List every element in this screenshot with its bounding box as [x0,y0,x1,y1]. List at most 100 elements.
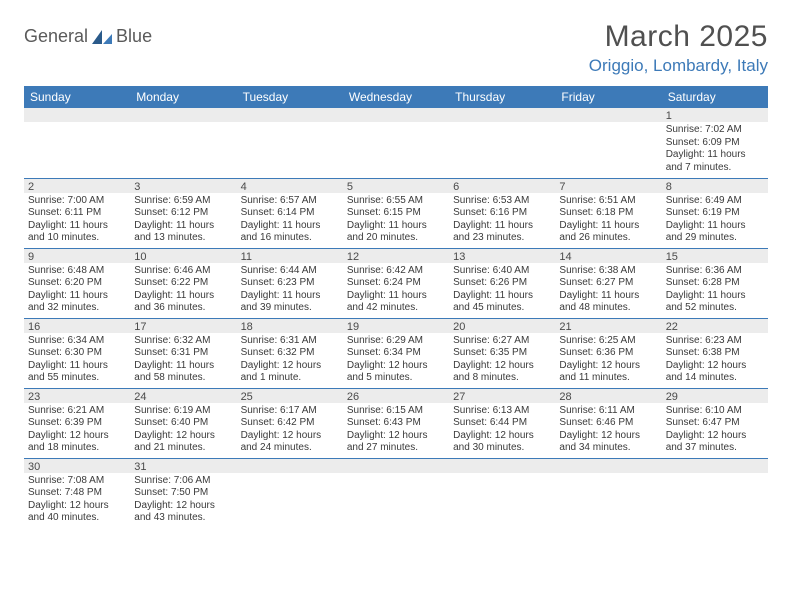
calendar-day-cell: 18Sunrise: 6:31 AMSunset: 6:32 PMDayligh… [237,318,343,388]
calendar-empty-cell [555,458,661,528]
sun-info: Sunrise: 6:36 AMSunset: 6:28 PMDaylight:… [662,263,768,318]
day-number: 3 [130,179,236,193]
day-number: 23 [24,389,130,403]
day-number: 25 [237,389,343,403]
day-number: 17 [130,319,236,333]
calendar-week-row: 23Sunrise: 6:21 AMSunset: 6:39 PMDayligh… [24,388,768,458]
day-number: 9 [24,249,130,263]
day-number: 16 [24,319,130,333]
sun-info: Sunrise: 6:25 AMSunset: 6:36 PMDaylight:… [555,333,661,388]
calendar-day-cell: 11Sunrise: 6:44 AMSunset: 6:23 PMDayligh… [237,248,343,318]
calendar-day-cell: 21Sunrise: 6:25 AMSunset: 6:36 PMDayligh… [555,318,661,388]
day-number [130,108,236,122]
day-number [237,108,343,122]
weekday-header: Friday [555,86,661,108]
calendar-day-cell: 26Sunrise: 6:15 AMSunset: 6:43 PMDayligh… [343,388,449,458]
calendar-empty-cell [24,108,130,178]
day-number: 26 [343,389,449,403]
day-number: 10 [130,249,236,263]
calendar-empty-cell [449,108,555,178]
calendar-table: SundayMondayTuesdayWednesdayThursdayFrid… [24,86,768,528]
calendar-day-cell: 7Sunrise: 6:51 AMSunset: 6:18 PMDaylight… [555,178,661,248]
calendar-day-cell: 9Sunrise: 6:48 AMSunset: 6:20 PMDaylight… [24,248,130,318]
day-number: 21 [555,319,661,333]
day-number: 20 [449,319,555,333]
day-number: 4 [237,179,343,193]
calendar-week-row: 16Sunrise: 6:34 AMSunset: 6:30 PMDayligh… [24,318,768,388]
day-number: 11 [237,249,343,263]
weekday-header: Wednesday [343,86,449,108]
day-number: 31 [130,459,236,473]
calendar-day-cell: 23Sunrise: 6:21 AMSunset: 6:39 PMDayligh… [24,388,130,458]
calendar-body: 1Sunrise: 7:02 AMSunset: 6:09 PMDaylight… [24,108,768,528]
sun-info: Sunrise: 7:02 AMSunset: 6:09 PMDaylight:… [662,122,768,177]
location-subtitle: Origgio, Lombardy, Italy [589,56,768,76]
calendar-day-cell: 12Sunrise: 6:42 AMSunset: 6:24 PMDayligh… [343,248,449,318]
sun-info: Sunrise: 6:29 AMSunset: 6:34 PMDaylight:… [343,333,449,388]
calendar-empty-cell [555,108,661,178]
page-title: March 2025 [589,20,768,54]
sun-info: Sunrise: 6:57 AMSunset: 6:14 PMDaylight:… [237,193,343,248]
day-number: 18 [237,319,343,333]
calendar-day-cell: 5Sunrise: 6:55 AMSunset: 6:15 PMDaylight… [343,178,449,248]
calendar-day-cell: 6Sunrise: 6:53 AMSunset: 6:16 PMDaylight… [449,178,555,248]
header: General Blue March 2025 Origgio, Lombard… [24,20,768,76]
sun-info: Sunrise: 6:34 AMSunset: 6:30 PMDaylight:… [24,333,130,388]
sun-info: Sunrise: 6:46 AMSunset: 6:22 PMDaylight:… [130,263,236,318]
day-number: 15 [662,249,768,263]
sun-info: Sunrise: 6:11 AMSunset: 6:46 PMDaylight:… [555,403,661,458]
day-number [555,459,661,473]
calendar-empty-cell [130,108,236,178]
sun-info: Sunrise: 6:27 AMSunset: 6:35 PMDaylight:… [449,333,555,388]
calendar-day-cell: 2Sunrise: 7:00 AMSunset: 6:11 PMDaylight… [24,178,130,248]
calendar-day-cell: 22Sunrise: 6:23 AMSunset: 6:38 PMDayligh… [662,318,768,388]
sun-info: Sunrise: 6:51 AMSunset: 6:18 PMDaylight:… [555,193,661,248]
sail-icon [90,28,114,46]
sun-info: Sunrise: 6:32 AMSunset: 6:31 PMDaylight:… [130,333,236,388]
day-number: 1 [662,108,768,122]
day-number: 29 [662,389,768,403]
sun-info: Sunrise: 6:42 AMSunset: 6:24 PMDaylight:… [343,263,449,318]
calendar-empty-cell [343,108,449,178]
calendar-week-row: 1Sunrise: 7:02 AMSunset: 6:09 PMDaylight… [24,108,768,178]
day-number [449,108,555,122]
sun-info: Sunrise: 6:13 AMSunset: 6:44 PMDaylight:… [449,403,555,458]
weekday-header: Tuesday [237,86,343,108]
calendar-day-cell: 27Sunrise: 6:13 AMSunset: 6:44 PMDayligh… [449,388,555,458]
calendar-day-cell: 10Sunrise: 6:46 AMSunset: 6:22 PMDayligh… [130,248,236,318]
sun-info: Sunrise: 6:31 AMSunset: 6:32 PMDaylight:… [237,333,343,388]
title-block: March 2025 Origgio, Lombardy, Italy [589,20,768,76]
logo-text-blue: Blue [116,26,152,47]
calendar-day-cell: 4Sunrise: 6:57 AMSunset: 6:14 PMDaylight… [237,178,343,248]
sun-info: Sunrise: 6:21 AMSunset: 6:39 PMDaylight:… [24,403,130,458]
calendar-day-cell: 15Sunrise: 6:36 AMSunset: 6:28 PMDayligh… [662,248,768,318]
day-number: 22 [662,319,768,333]
calendar-day-cell: 25Sunrise: 6:17 AMSunset: 6:42 PMDayligh… [237,388,343,458]
sun-info: Sunrise: 6:38 AMSunset: 6:27 PMDaylight:… [555,263,661,318]
sun-info: Sunrise: 7:00 AMSunset: 6:11 PMDaylight:… [24,193,130,248]
sun-info: Sunrise: 6:15 AMSunset: 6:43 PMDaylight:… [343,403,449,458]
sun-info: Sunrise: 7:08 AMSunset: 7:48 PMDaylight:… [24,473,130,528]
day-number: 5 [343,179,449,193]
calendar-day-cell: 30Sunrise: 7:08 AMSunset: 7:48 PMDayligh… [24,458,130,528]
day-number: 12 [343,249,449,263]
sun-info: Sunrise: 7:06 AMSunset: 7:50 PMDaylight:… [130,473,236,528]
sun-info: Sunrise: 6:49 AMSunset: 6:19 PMDaylight:… [662,193,768,248]
calendar-day-cell: 17Sunrise: 6:32 AMSunset: 6:31 PMDayligh… [130,318,236,388]
weekday-header: Sunday [24,86,130,108]
day-number [24,108,130,122]
day-number: 13 [449,249,555,263]
calendar-empty-cell [343,458,449,528]
sun-info: Sunrise: 6:19 AMSunset: 6:40 PMDaylight:… [130,403,236,458]
logo: General Blue [24,26,152,47]
calendar-day-cell: 31Sunrise: 7:06 AMSunset: 7:50 PMDayligh… [130,458,236,528]
day-number [662,459,768,473]
sun-info: Sunrise: 6:59 AMSunset: 6:12 PMDaylight:… [130,193,236,248]
day-number: 28 [555,389,661,403]
calendar-empty-cell [662,458,768,528]
day-number: 24 [130,389,236,403]
sun-info: Sunrise: 6:55 AMSunset: 6:15 PMDaylight:… [343,193,449,248]
day-number [343,459,449,473]
calendar-day-cell: 8Sunrise: 6:49 AMSunset: 6:19 PMDaylight… [662,178,768,248]
calendar-empty-cell [449,458,555,528]
